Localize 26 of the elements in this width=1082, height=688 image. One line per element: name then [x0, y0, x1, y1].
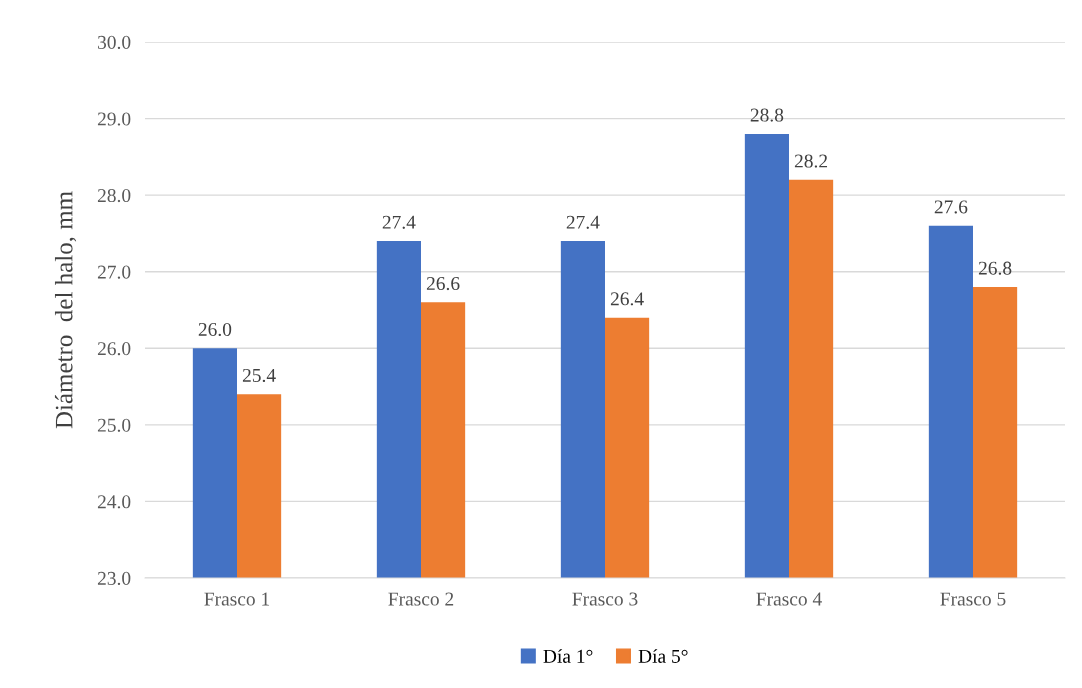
data-label: 28.8: [750, 108, 784, 122]
data-label: 26.6: [426, 276, 460, 291]
x-tick-label: Frasco 4: [756, 592, 822, 606]
legend-label: Día 1°: [543, 649, 593, 663]
data-label: 25.4: [242, 368, 276, 383]
y-tick-label: 26.0: [97, 342, 131, 356]
y-tick-label: 24.0: [97, 495, 131, 509]
y-tick-label: 29.0: [97, 112, 131, 126]
y-tick-label: 25.0: [97, 418, 131, 432]
y-tick-label: 27.0: [97, 265, 131, 279]
data-label: 28.2: [794, 154, 828, 168]
y-axis-title: Diámetro del halo, mm: [54, 191, 77, 429]
legend-label: Día 5°: [638, 649, 688, 663]
x-tick-label: Frasco 5: [940, 592, 1006, 606]
data-label: 27.4: [382, 215, 416, 229]
data-label: 27.6: [934, 200, 968, 214]
data-label: 26.8: [978, 261, 1012, 275]
x-tick-label: Frasco 2: [388, 592, 454, 606]
x-tick-label: Frasco 3: [572, 592, 638, 606]
y-tick-label: 28.0: [97, 188, 131, 203]
data-label: 26.0: [198, 322, 232, 337]
y-tick-label: 30.0: [98, 35, 131, 50]
y-tick-label: 23.0: [97, 571, 131, 586]
x-tick-label: Frasco 1: [204, 592, 270, 606]
data-label: 26.4: [610, 292, 644, 306]
data-label: 27.4: [566, 215, 600, 229]
